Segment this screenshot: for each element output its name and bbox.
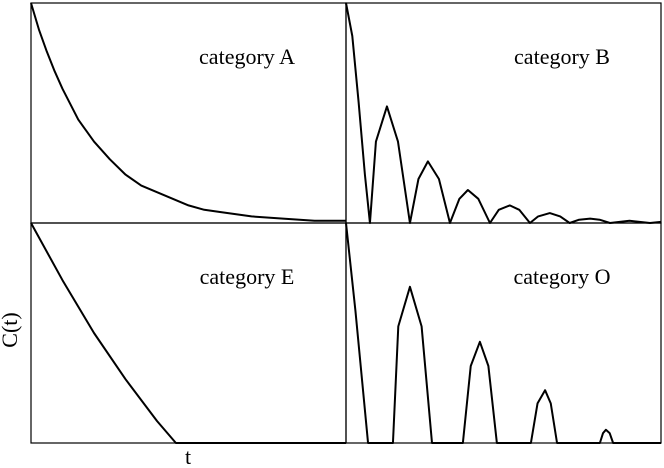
panel-label: category A (199, 44, 295, 69)
curve (345, 222, 661, 444)
panel-label: category O (513, 264, 610, 289)
curve (30, 2, 346, 222)
panel-label: category B (514, 44, 610, 69)
curve (345, 2, 662, 224)
panel-label: category E (200, 264, 295, 289)
panel-frame (345, 222, 662, 444)
panel-frame (345, 2, 662, 224)
x-axis-label: t (185, 444, 191, 468)
y-axis-label: C(t) (0, 312, 22, 347)
curve (30, 222, 346, 444)
panel-frame (30, 2, 347, 224)
panel-frame (30, 222, 347, 444)
